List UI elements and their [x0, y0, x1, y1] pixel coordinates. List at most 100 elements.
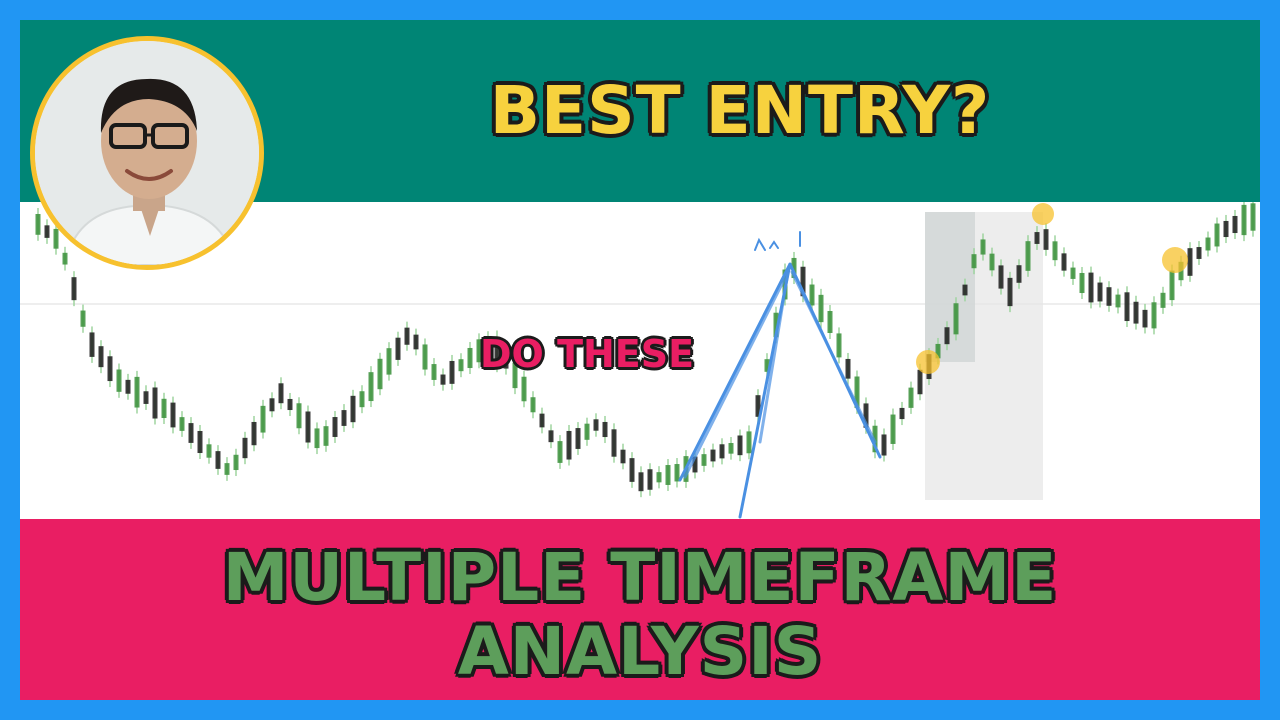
candle-body [539, 413, 545, 428]
candle-body [1106, 287, 1112, 306]
candle-body [917, 369, 923, 395]
headline: BEST ENTRY? [489, 72, 991, 149]
candle-body [350, 395, 356, 423]
candle-body [746, 431, 752, 454]
presenter-portrait-icon [35, 41, 259, 265]
candle-body [1214, 223, 1220, 247]
candle-body [62, 252, 68, 265]
candle-body [1016, 265, 1022, 283]
candle-body [773, 312, 779, 338]
candle-body [44, 225, 50, 238]
candle-body [143, 391, 149, 404]
candle-body [323, 426, 329, 446]
candle-body [1007, 277, 1013, 307]
annotation-stroke-right-2 [790, 270, 877, 444]
candle-body [530, 397, 536, 413]
candle-body [296, 403, 302, 429]
candle-body [179, 417, 185, 431]
candle-body [818, 294, 824, 323]
candle-body [107, 356, 113, 382]
candle-body [1070, 267, 1076, 279]
candle-body [791, 257, 797, 279]
candle-body [962, 284, 968, 296]
candle-body [53, 228, 59, 249]
candle-body [89, 332, 95, 357]
candle-body [602, 421, 608, 438]
annotation-stroke-left-2 [683, 271, 790, 479]
candle-body [260, 405, 266, 433]
candle-body [134, 376, 140, 408]
candle-body [278, 383, 284, 404]
candle-body [1196, 247, 1202, 259]
candle-body [1160, 292, 1166, 308]
candle-body [836, 333, 842, 358]
candle-body [332, 417, 338, 437]
bottom-banner: MULTIPLE TIMEFRAME ANALYSIS [20, 519, 1260, 700]
candle-body [593, 419, 599, 431]
candle-body [1187, 248, 1193, 276]
candle-body [1232, 215, 1238, 234]
candle-body [152, 387, 158, 419]
candle-body [287, 398, 293, 411]
candle-body [557, 441, 563, 463]
candle-body [422, 344, 428, 370]
candle-body [341, 410, 347, 426]
candle-body [35, 214, 41, 235]
candle-body [1223, 220, 1229, 238]
candle-body [899, 407, 905, 420]
candle-body [656, 472, 662, 483]
candle-body [548, 430, 554, 443]
callout-text: DO THESE [480, 332, 695, 376]
candle-body [224, 463, 230, 475]
candle-body [908, 387, 914, 408]
subheadline: MULTIPLE TIMEFRAME ANALYSIS [20, 541, 1260, 689]
candle-body [1043, 229, 1049, 250]
candle-body [431, 364, 437, 380]
candle-body [1079, 272, 1085, 294]
candle-body [710, 449, 716, 462]
candle-body [827, 311, 833, 333]
candle-body [800, 266, 806, 297]
candle-body [1088, 272, 1094, 303]
candle-body [584, 423, 590, 440]
candle-body [440, 374, 446, 385]
candle-body [881, 434, 887, 456]
presenter-portrait [30, 36, 264, 270]
candle-body [737, 435, 743, 456]
candle-body [359, 391, 365, 408]
candle-body [1205, 237, 1211, 251]
candle-body [1052, 241, 1058, 261]
candle-body [521, 376, 527, 402]
candle-body [764, 359, 770, 372]
candle-body [251, 421, 257, 446]
candle-body [458, 359, 464, 372]
candle-body [233, 454, 239, 471]
candle-body [215, 451, 221, 469]
candle-body [242, 437, 248, 459]
candle-body [377, 358, 383, 390]
candle-body [665, 465, 671, 485]
subheadline-line-1: MULTIPLE TIMEFRAME [222, 539, 1058, 616]
candle-body [1169, 270, 1175, 301]
candle-body [476, 339, 482, 363]
candle-body [206, 444, 212, 458]
candle-body [629, 458, 635, 482]
candle-body [1034, 232, 1040, 244]
candle-body [197, 430, 203, 454]
candle-body [1250, 203, 1256, 231]
candle-body [512, 362, 518, 389]
candle-body [1151, 302, 1157, 329]
candle-body [1115, 294, 1121, 308]
candle-body [638, 472, 644, 492]
candle-body [944, 327, 950, 345]
candle-body [467, 347, 473, 369]
candle-body [953, 303, 959, 335]
candle-body [404, 327, 410, 345]
chart-background: DO THESE [20, 202, 1260, 519]
candle-body [728, 443, 734, 454]
candle-body [809, 284, 815, 306]
candle-body [125, 379, 131, 394]
candle-body [863, 403, 869, 428]
candle-body [971, 254, 977, 269]
candle-body [719, 444, 725, 459]
